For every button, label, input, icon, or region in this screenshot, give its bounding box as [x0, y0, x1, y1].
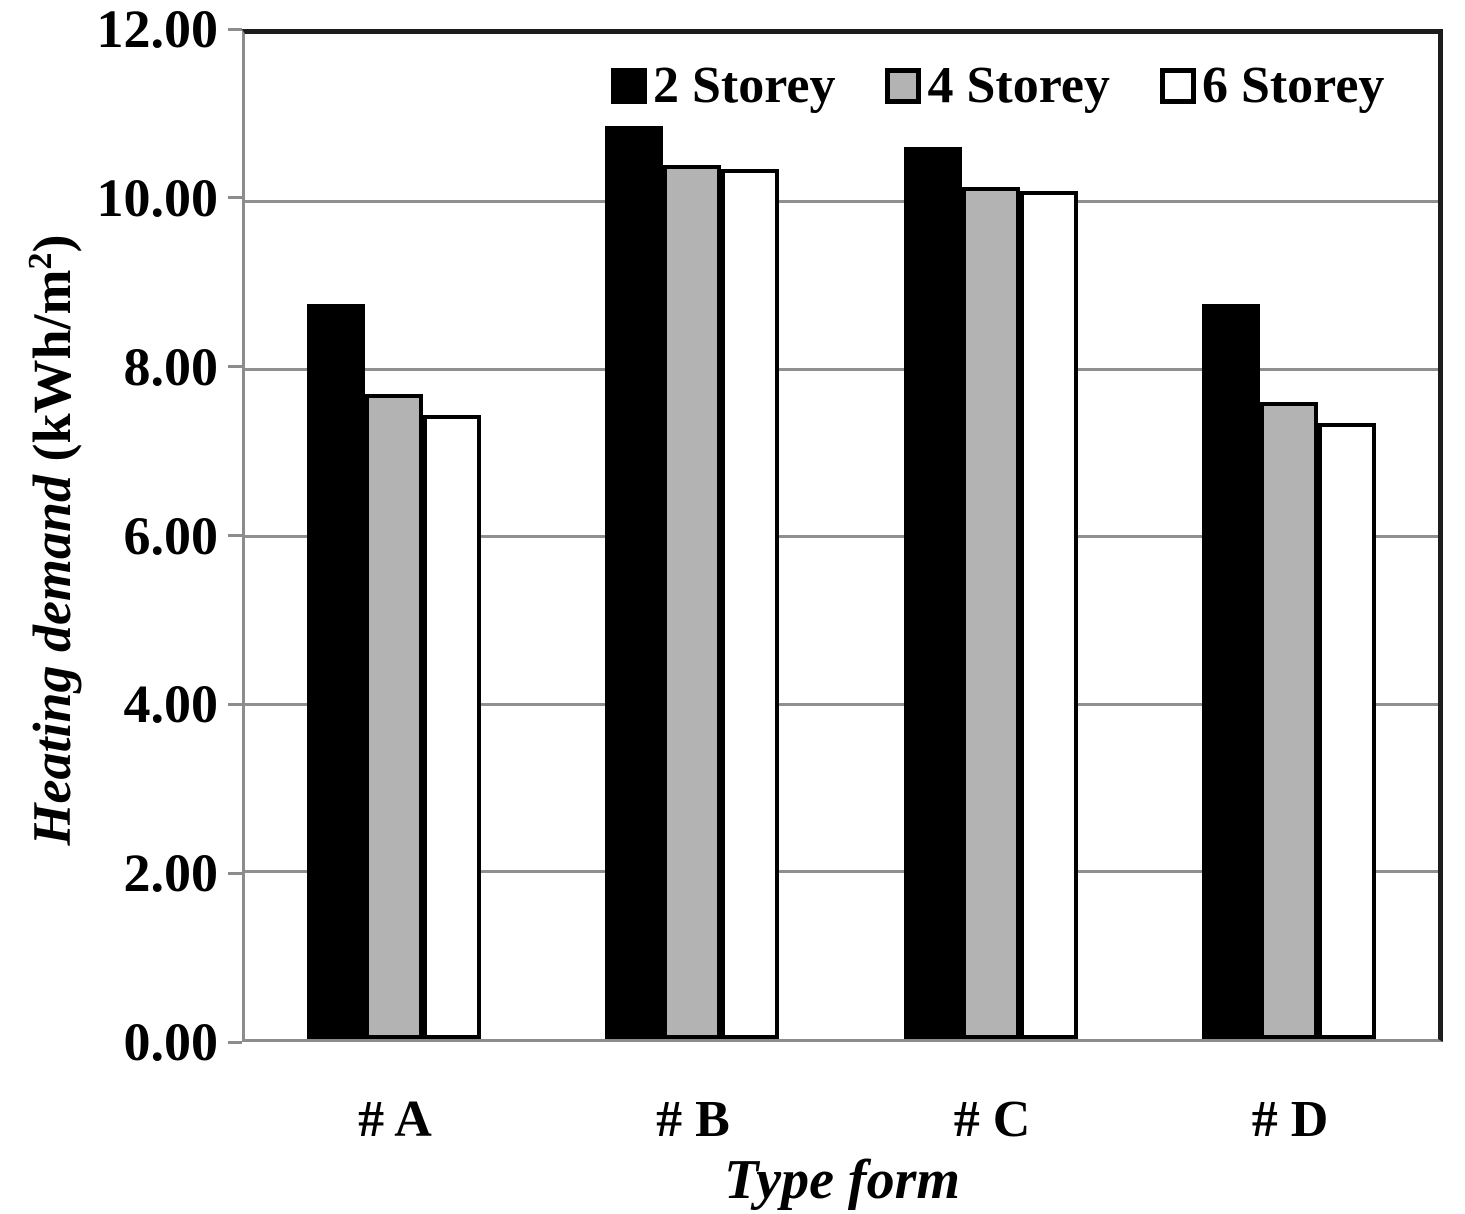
- y-tick-mark: [228, 196, 242, 200]
- y-tick-label: 0.00: [123, 1012, 219, 1072]
- y-tick-mark: [228, 365, 242, 369]
- bar: [1260, 402, 1318, 1039]
- plot-area: 2 Storey 4 Storey 6 Storey: [242, 29, 1443, 1042]
- bar: [307, 304, 365, 1039]
- y-tick-mark: [228, 27, 242, 31]
- legend-entry: 2 Storey: [611, 60, 835, 112]
- legend-label: 2 Storey: [653, 57, 836, 114]
- y-tick-label: 10.00: [96, 167, 219, 228]
- y-tick-label: 4.00: [123, 674, 219, 735]
- x-category-label: # C: [953, 1091, 1031, 1148]
- y-axis-tick-marks: [228, 27, 242, 1044]
- y-tick-mark: [228, 871, 242, 875]
- bar: [904, 147, 962, 1039]
- x-axis-category-labels: # A # B # C # D: [242, 1090, 1443, 1160]
- y-tick-mark: [228, 534, 242, 537]
- y-tick-label: 2.00: [123, 843, 219, 904]
- legend-entry: 4 Storey: [885, 57, 1110, 114]
- bar: [1020, 191, 1078, 1039]
- gridline: [245, 200, 1438, 203]
- bar: [1318, 423, 1376, 1039]
- gridline: [245, 367, 1438, 371]
- gridline: [245, 535, 1438, 538]
- y-tick-mark: [228, 702, 242, 706]
- legend-swatch-icon: [611, 68, 647, 104]
- bar: [721, 169, 779, 1039]
- y-tick-label: 6.00: [123, 505, 219, 566]
- y-tick-label: 12.00: [96, 0, 219, 59]
- legend-label: 6 Storey: [1201, 57, 1385, 114]
- x-axis-title: Type form: [724, 1149, 960, 1211]
- legend-entry: 6 Storey: [1159, 57, 1385, 114]
- bar: [1202, 304, 1260, 1039]
- gridline: [245, 702, 1438, 706]
- legend-label: 4 Storey: [927, 57, 1110, 114]
- y-tick-label: 8.00: [123, 336, 219, 397]
- bar: [365, 394, 423, 1039]
- bar: [962, 187, 1020, 1039]
- x-category-label: # D: [1251, 1091, 1329, 1148]
- legend-swatch-icon: [885, 68, 922, 104]
- bar: [423, 415, 481, 1039]
- gridline: [245, 870, 1438, 873]
- x-category-label: # A: [358, 1091, 432, 1148]
- y-axis-tick-labels: 0.00 2.00 4.00 6.00 8.00 10.00 12.00: [0, 1, 222, 1070]
- y-tick-mark: [228, 1040, 242, 1044]
- legend-swatch-icon: [1159, 68, 1196, 104]
- legend: 2 Storey 4 Storey 6 Storey: [611, 60, 1384, 112]
- bar: [605, 126, 663, 1039]
- x-category-label: # B: [656, 1091, 730, 1148]
- bar: [663, 165, 721, 1039]
